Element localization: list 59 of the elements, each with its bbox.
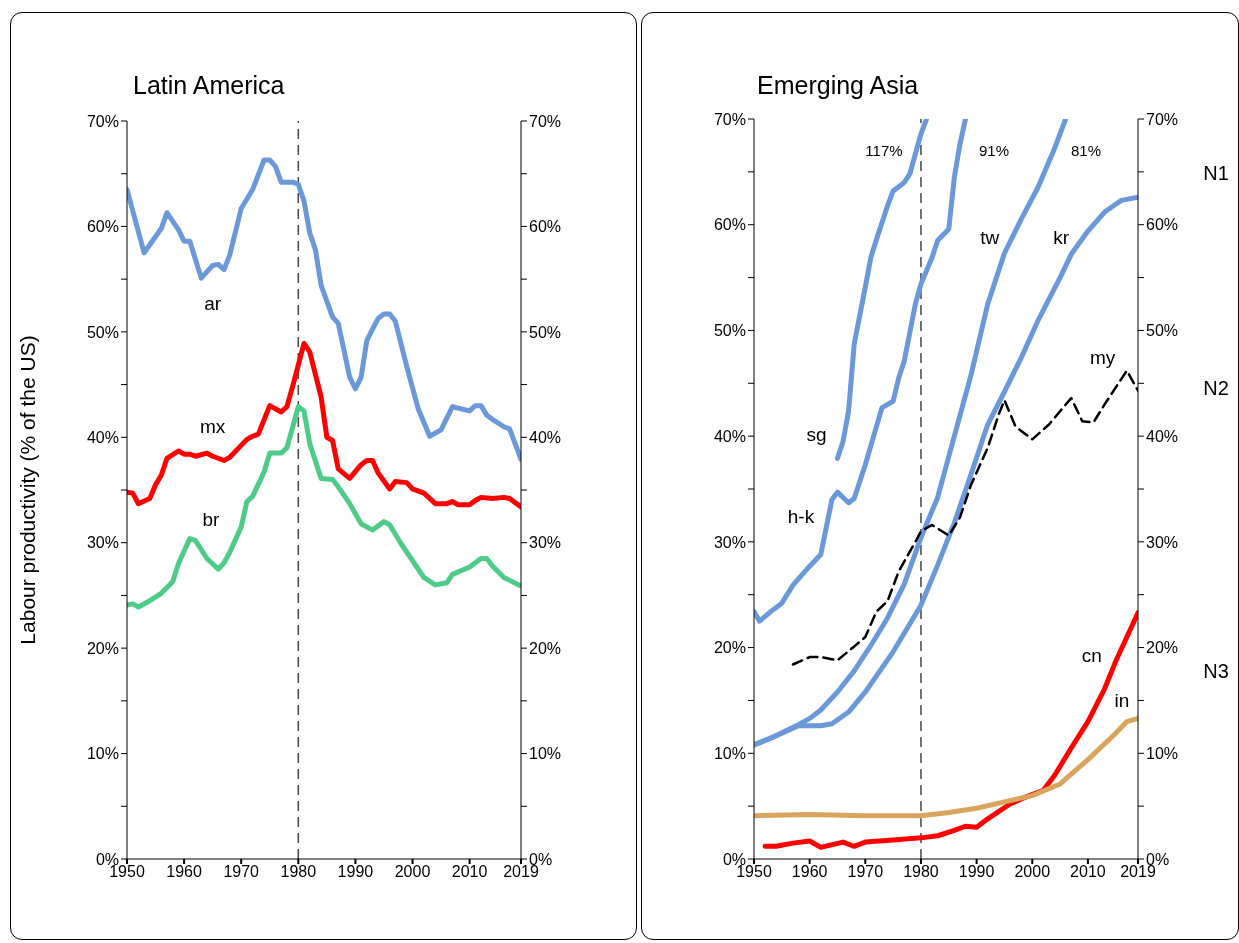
x-tick-label: 1980 [280,863,317,881]
y2-tick-label: 30% [529,534,562,552]
x-tick-label: 1990 [337,863,374,881]
y2-tick-label: 50% [529,323,562,341]
y2-tick-label: 30% [1146,533,1179,551]
text: N1 [1202,161,1230,185]
series-label: cn [1081,644,1102,666]
y-tick-label: 50% [713,322,746,340]
annotation: 117% [864,142,904,160]
y-tick-label: 40% [713,427,746,445]
y2-tick-label: 70% [1146,110,1179,128]
y-tick-label: 70% [86,112,119,130]
y-axis-title: Labour productivity (% of the US) [16,335,40,645]
y2-tick-label: 10% [529,745,562,763]
y2-tick-label: 20% [529,639,562,657]
x-tick-label: 1970 [223,863,260,881]
series-label: br [202,508,221,530]
y2-tick-label: 10% [1146,744,1179,762]
y2-tick-label: 60% [1146,216,1179,234]
x-tick-label: 1980 [903,863,939,881]
chart-title: Latin America [133,71,285,100]
y-tick-label: 20% [86,639,119,657]
y-tick-label: 30% [713,533,746,551]
series-label: sg [806,424,827,446]
x-tick-label: 2000 [394,863,431,881]
x-tick-label: 2000 [1014,863,1051,881]
y-tick-label: 10% [86,745,119,763]
y-tick-label: 20% [713,639,746,657]
annotation: 81% [1070,142,1102,160]
x-tick-label: 1960 [791,863,828,881]
y-tick-label: 40% [86,428,119,446]
series-label: mx [199,416,226,438]
y-tick-label: 60% [86,218,119,236]
y2-tick-label: 40% [1146,427,1179,445]
y-tick-label: 70% [713,110,746,128]
series-label: ar [204,293,222,315]
x-tick-label: 2010 [1070,863,1106,881]
annotation: 91% [978,142,1010,160]
text: N3 [1202,659,1230,683]
y-tick-label: 30% [86,534,119,552]
y2-tick-label: 50% [1146,322,1179,340]
y2-tick-label: 70% [529,112,562,130]
x-tick-label: 1960 [166,863,202,881]
y-tick-label: 50% [86,323,119,341]
series-label: kr [1053,226,1070,248]
text: N2 [1202,376,1230,400]
y2-tick-label: 60% [529,218,562,236]
x-tick-label: 2010 [451,863,488,881]
series-label: h-k [787,506,815,528]
y2-tick-label: 20% [1146,639,1179,657]
series-label: my [1089,347,1116,369]
y2-tick-label: 40% [529,428,562,446]
series-label: tw [980,227,1000,249]
series-label: in [1114,689,1130,711]
x-tick-label: 1970 [847,863,884,881]
y-tick-label: 10% [713,744,746,762]
x-tick-label: 1990 [958,863,995,881]
chart-title: Emerging Asia [757,71,919,100]
y-tick-label: 60% [713,216,746,234]
